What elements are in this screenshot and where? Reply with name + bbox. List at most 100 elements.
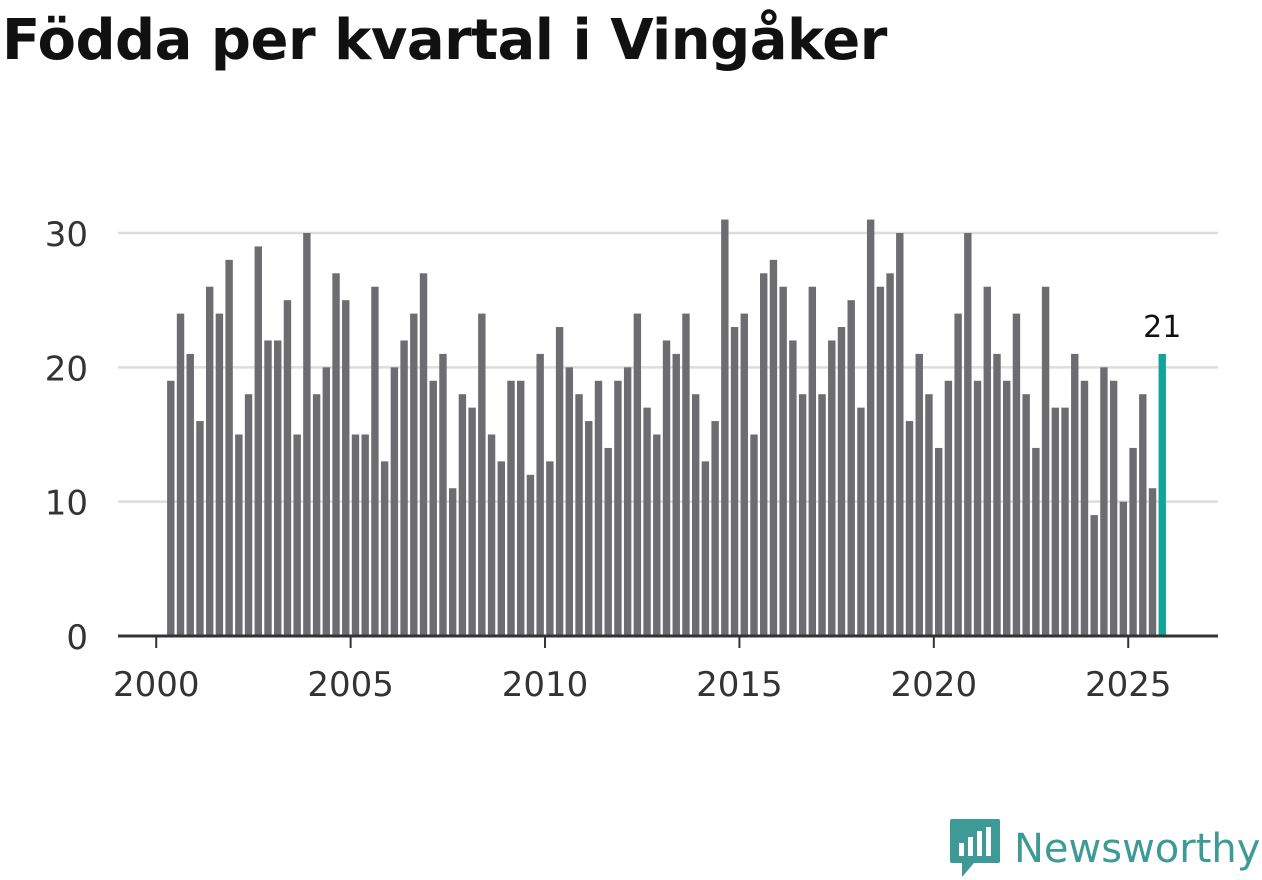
bar [1061, 407, 1069, 636]
bar [390, 367, 399, 636]
bar-highlight [1158, 353, 1166, 636]
bar [575, 394, 583, 636]
x-tick-label: 2000 [113, 665, 200, 705]
bar [1090, 515, 1098, 636]
labels: 0 10 20 30 2000 2005 2010 2015 2020 2025 21 [45, 215, 1182, 705]
bar [225, 259, 233, 636]
bar [594, 380, 603, 636]
bar [604, 447, 612, 636]
bar [1032, 447, 1040, 636]
bar [244, 394, 253, 636]
bar [419, 273, 428, 636]
bar [934, 447, 943, 636]
bar [643, 407, 651, 636]
bar [866, 219, 875, 637]
bar [497, 461, 505, 636]
bar [691, 394, 700, 636]
bar [662, 340, 671, 636]
bar [478, 313, 486, 636]
bar [1022, 394, 1030, 636]
bar [954, 313, 962, 636]
bar [1100, 367, 1108, 636]
bar [1071, 353, 1079, 636]
bar [410, 313, 418, 636]
bar [546, 461, 554, 636]
y-tick-label: 10 [45, 484, 88, 524]
bar [769, 259, 778, 636]
bar [925, 394, 933, 636]
bar [983, 286, 991, 636]
newsworthy-logo-icon [950, 819, 1000, 877]
axes [118, 634, 1218, 648]
bar [176, 313, 185, 636]
bar [701, 461, 710, 636]
bar [215, 313, 224, 636]
bar [555, 327, 564, 636]
bar [293, 434, 301, 636]
bar [964, 233, 972, 636]
bar [876, 286, 885, 636]
bar [789, 340, 797, 636]
bar [312, 394, 321, 636]
bar [361, 434, 369, 636]
bar [458, 394, 467, 636]
bar [342, 300, 350, 636]
bar [332, 273, 340, 636]
bar [303, 233, 311, 636]
bar [614, 380, 622, 636]
bar [779, 286, 787, 636]
bar [536, 353, 544, 636]
bar [1003, 380, 1011, 636]
bar [1041, 286, 1050, 636]
bar [380, 461, 389, 636]
bar [196, 421, 204, 636]
chart-title: Födda per kvartal i Vingåker [2, 8, 887, 73]
bar [847, 300, 855, 636]
bar [808, 286, 817, 636]
bar [730, 327, 739, 636]
bar [1119, 501, 1128, 636]
bar [1148, 488, 1157, 636]
bar [886, 273, 894, 636]
bar [760, 273, 768, 636]
bar [633, 313, 642, 636]
bar [351, 434, 360, 636]
x-tick-label: 2015 [696, 665, 783, 705]
bar [711, 421, 719, 636]
bar [205, 286, 214, 636]
x-tick-label: 2010 [502, 665, 589, 705]
bar [400, 340, 408, 636]
bar [740, 313, 748, 636]
bar [896, 233, 904, 636]
bar [517, 380, 525, 636]
bar [973, 380, 982, 636]
bar [672, 353, 680, 636]
x-tick-label: 2020 [891, 665, 978, 705]
bar [1080, 380, 1089, 636]
bar [993, 353, 1001, 636]
bar [1109, 380, 1118, 636]
bar [857, 407, 865, 636]
x-tick-label: 2005 [307, 665, 394, 705]
bar [322, 367, 331, 636]
bar [1012, 313, 1021, 636]
bar [186, 353, 194, 636]
bar [235, 434, 243, 636]
bar [283, 300, 292, 636]
bar [264, 340, 272, 636]
bar [944, 380, 953, 636]
bar [1051, 407, 1060, 636]
bar [507, 380, 515, 636]
bars [167, 219, 1166, 637]
bar [818, 394, 826, 636]
newsworthy-logo-text: Newsworthy [1014, 826, 1261, 872]
bar [750, 434, 758, 636]
x-tick-label: 2025 [1085, 665, 1172, 705]
bar [837, 327, 846, 636]
bar [915, 353, 923, 636]
bar [721, 219, 729, 637]
y-tick-label: 30 [45, 215, 88, 255]
y-tick-label: 20 [45, 349, 88, 389]
bar [487, 434, 496, 636]
